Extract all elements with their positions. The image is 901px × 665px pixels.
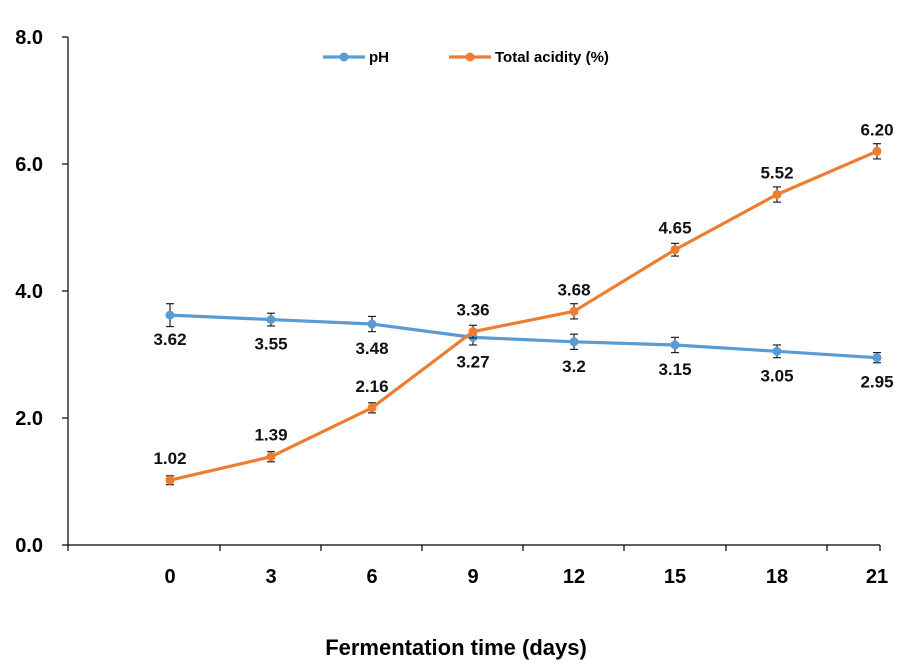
data-label: 6.20 <box>860 120 893 139</box>
data-point <box>569 337 579 347</box>
data-label: 2.16 <box>355 377 388 396</box>
data-label: 3.15 <box>658 360 691 379</box>
data-point <box>569 306 579 316</box>
legend-label: Total acidity (%) <box>495 49 609 66</box>
y-tick-label: 6.0 <box>15 154 43 176</box>
data-label: 3.36 <box>456 301 489 320</box>
legend-item: pH <box>323 49 389 66</box>
x-tick-label: 21 <box>866 566 888 588</box>
x-axis-ticks: 0 3 6 9 12 15 18 21 <box>67 545 888 588</box>
y-tick-label: 8.0 <box>15 27 43 49</box>
data-point <box>872 353 882 363</box>
data-label: 3.62 <box>153 330 186 349</box>
series-ph: 3.62 3.55 3.48 3.27 3.2 3.15 3.05 2.95 <box>153 303 894 392</box>
axes <box>67 37 880 546</box>
x-tick-label: 0 <box>164 566 175 588</box>
x-tick-label: 12 <box>563 566 585 588</box>
data-label: 3.68 <box>557 280 590 299</box>
x-tick-label: 3 <box>265 566 276 588</box>
series-line <box>169 313 878 360</box>
y-tick-label: 4.0 <box>15 281 43 303</box>
data-point <box>468 327 478 337</box>
x-tick-label: 6 <box>366 566 377 588</box>
x-tick-label: 9 <box>467 566 478 588</box>
data-label: 1.02 <box>153 449 186 468</box>
data-label: 5.52 <box>760 163 793 182</box>
data-point <box>266 452 276 462</box>
legend: pH Total acidity (%) <box>323 49 609 66</box>
data-label: 2.95 <box>860 373 893 392</box>
data-label: 1.39 <box>254 426 287 445</box>
series-total-acidity: 1.02 1.39 2.16 3.36 3.68 4.65 5.52 6.20 <box>153 120 894 486</box>
data-point <box>165 310 175 320</box>
data-label: 3.05 <box>760 366 793 385</box>
y-tick-label: 0.0 <box>15 535 43 557</box>
series-line <box>169 149 878 482</box>
data-point <box>670 340 680 350</box>
data-label: 3.48 <box>355 339 388 358</box>
legend-swatch-marker <box>339 52 349 62</box>
x-tick-label: 15 <box>664 566 686 588</box>
data-label: 3.27 <box>456 352 489 371</box>
data-point <box>367 319 377 329</box>
data-point <box>165 475 175 485</box>
y-axis-ticks: 0.0 2.0 4.0 6.0 8.0 <box>15 27 68 557</box>
x-tick-label: 18 <box>766 566 788 588</box>
data-point <box>772 189 782 199</box>
data-label: 3.55 <box>254 335 287 354</box>
legend-label: pH <box>369 49 389 66</box>
data-point <box>872 146 882 156</box>
data-point <box>367 403 377 413</box>
data-point <box>772 346 782 356</box>
legend-swatch-marker <box>465 52 475 62</box>
x-axis-title: Fermentation time (days) <box>325 635 587 660</box>
data-point <box>670 245 680 255</box>
y-tick-label: 2.0 <box>15 408 43 430</box>
data-label: 4.65 <box>658 219 691 238</box>
data-point <box>266 315 276 325</box>
series-layer: 3.62 3.55 3.48 3.27 3.2 3.15 3.05 2.95 1.02 1.39 2… <box>153 120 894 486</box>
data-label: 3.2 <box>562 357 586 376</box>
legend-item: Total acidity (%) <box>449 49 609 66</box>
